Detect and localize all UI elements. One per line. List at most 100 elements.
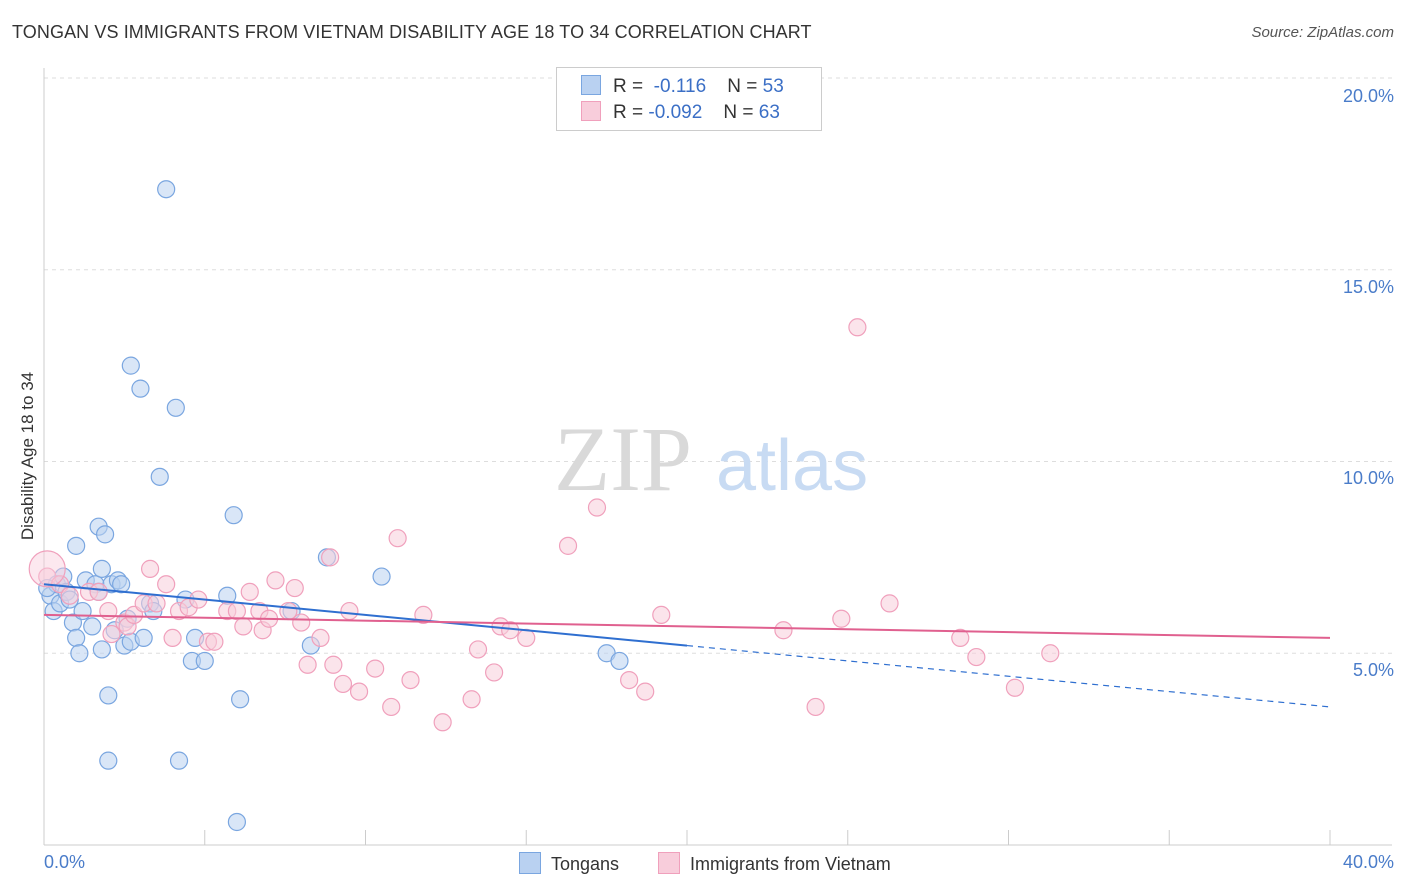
chart-title: TONGAN VS IMMIGRANTS FROM VIETNAM DISABI… bbox=[12, 22, 812, 42]
point-vietnam-13 bbox=[157, 575, 176, 594]
trendline-vietnam bbox=[43, 613, 1331, 639]
point-tongans-10 bbox=[70, 644, 89, 663]
point-tongans-41 bbox=[195, 651, 214, 671]
point-vietnam-38 bbox=[366, 659, 385, 678]
point-tongans-13 bbox=[83, 617, 102, 636]
point-vietnam-34 bbox=[324, 655, 343, 674]
point-tongans-49 bbox=[372, 567, 391, 586]
x-tick-label-min: 0.0% bbox=[44, 852, 86, 872]
point-tongans-44 bbox=[227, 812, 246, 832]
point-vietnam-22 bbox=[234, 617, 253, 636]
point-tongans-9 bbox=[67, 628, 86, 648]
point-vietnam-63 bbox=[1041, 644, 1060, 663]
chart-source: Source: ZipAtlas.com bbox=[1251, 24, 1394, 41]
point-vietnam-36 bbox=[340, 601, 359, 621]
point-vietnam-4 bbox=[89, 582, 108, 601]
trendline-tongans bbox=[43, 583, 688, 647]
point-vietnam-30 bbox=[292, 613, 311, 632]
point-tongans-45 bbox=[231, 690, 250, 709]
point-vietnam-29 bbox=[285, 578, 304, 598]
point-vietnam-33 bbox=[321, 548, 340, 567]
point-vietnam-37 bbox=[349, 682, 369, 701]
point-tongans-31 bbox=[134, 628, 153, 648]
point-tongans-18 bbox=[92, 559, 111, 578]
point-tongans-19 bbox=[95, 525, 115, 544]
watermark-zip: ZIP bbox=[554, 408, 692, 510]
point-vietnam-58 bbox=[848, 318, 867, 337]
point-tongans-25 bbox=[112, 575, 131, 594]
legend-n-label: N = bbox=[727, 76, 758, 97]
point-tongans-20 bbox=[99, 686, 118, 705]
point-vietnam-32 bbox=[311, 628, 330, 648]
watermark-atlas: atlas bbox=[716, 426, 868, 506]
point-tongans-8 bbox=[67, 536, 86, 555]
point-tongans-34 bbox=[150, 467, 169, 486]
point-tongans-11 bbox=[73, 601, 92, 621]
legend-r-label: R = bbox=[613, 102, 644, 123]
point-vietnam-41 bbox=[401, 670, 420, 690]
legend-r-label: R = bbox=[613, 76, 644, 97]
point-vietnam-44 bbox=[462, 690, 481, 709]
point-vietnam-31 bbox=[298, 655, 317, 674]
bottom-legend-vietnam: Immigrants from Vietnam bbox=[658, 852, 891, 875]
point-vietnam-21 bbox=[227, 601, 246, 621]
trendline-tongans-extrapolated bbox=[686, 644, 1331, 708]
x-tick-label-max: 40.0% bbox=[1342, 852, 1394, 872]
point-vietnam-35 bbox=[333, 674, 353, 694]
point-tongans-36 bbox=[166, 398, 185, 417]
point-vietnam-40 bbox=[388, 529, 407, 548]
point-tongans-43 bbox=[224, 506, 243, 525]
bottom-legend-label-vietnam: Immigrants from Vietnam bbox=[690, 854, 891, 874]
point-vietnam-2 bbox=[60, 586, 79, 605]
y-tick-label-20: 20.0% bbox=[1342, 86, 1394, 106]
legend-r-value-vietnam: -0.092 bbox=[648, 102, 703, 123]
point-vietnam-27 bbox=[266, 571, 285, 590]
legend-row-tongans: R = -0.116 N = 53 bbox=[581, 75, 784, 101]
legend-swatch-vietnam bbox=[581, 101, 601, 121]
point-vietnam-53 bbox=[636, 682, 655, 701]
point-vietnam-60 bbox=[951, 628, 970, 648]
point-vietnam-43 bbox=[433, 713, 452, 732]
point-vietnam-39 bbox=[382, 697, 401, 717]
point-vietnam-19 bbox=[205, 632, 224, 651]
point-vietnam-23 bbox=[240, 582, 259, 601]
point-vietnam-51 bbox=[587, 498, 607, 517]
point-vietnam-57 bbox=[832, 609, 851, 628]
point-tongans-51 bbox=[610, 651, 629, 671]
bottom-legend-swatch-tongans bbox=[519, 852, 541, 874]
point-vietnam-61 bbox=[967, 647, 986, 667]
legend-swatch-tongans bbox=[581, 75, 601, 95]
bottom-legend-label-tongans: Tongans bbox=[551, 854, 620, 874]
y-tick-label-10: 10.0% bbox=[1342, 468, 1394, 488]
point-vietnam-62 bbox=[1005, 678, 1025, 697]
point-tongans-29 bbox=[121, 356, 140, 375]
point-vietnam-45 bbox=[468, 640, 488, 659]
legend-n-value-vietnam: 63 bbox=[758, 102, 780, 123]
y-tick-label-5: 5.0% bbox=[1352, 660, 1394, 680]
legend-row-vietnam: R = -0.092 N = 63 bbox=[581, 101, 780, 127]
point-vietnam-46 bbox=[485, 663, 504, 682]
bottom-legend-swatch-vietnam bbox=[658, 852, 680, 874]
point-tongans-30 bbox=[131, 379, 150, 398]
correlation-legend: R = -0.116 N = 53 R = -0.092 N = 63 bbox=[556, 67, 822, 131]
point-vietnam-54 bbox=[652, 605, 671, 625]
bottom-legend-tongans: Tongans bbox=[519, 852, 619, 875]
legend-n-label: N = bbox=[723, 102, 754, 123]
point-vietnam-52 bbox=[620, 670, 639, 690]
point-vietnam-6 bbox=[102, 624, 121, 644]
point-tongans-21 bbox=[99, 751, 118, 770]
point-tongans-35 bbox=[157, 180, 176, 199]
point-vietnam-55 bbox=[774, 621, 793, 640]
point-vietnam-14 bbox=[163, 628, 182, 648]
point-vietnam-49 bbox=[517, 628, 536, 648]
point-vietnam-59 bbox=[880, 594, 899, 613]
legend-r-value-tongans: -0.116 bbox=[653, 76, 707, 97]
point-vietnam-50 bbox=[558, 536, 578, 555]
point-vietnam-11 bbox=[140, 559, 160, 578]
point-tongans-17 bbox=[92, 640, 111, 659]
point-tongans-37 bbox=[169, 751, 189, 770]
y-tick-label-15: 15.0% bbox=[1342, 277, 1394, 297]
point-vietnam-large bbox=[28, 550, 66, 588]
point-vietnam-12 bbox=[147, 594, 166, 613]
